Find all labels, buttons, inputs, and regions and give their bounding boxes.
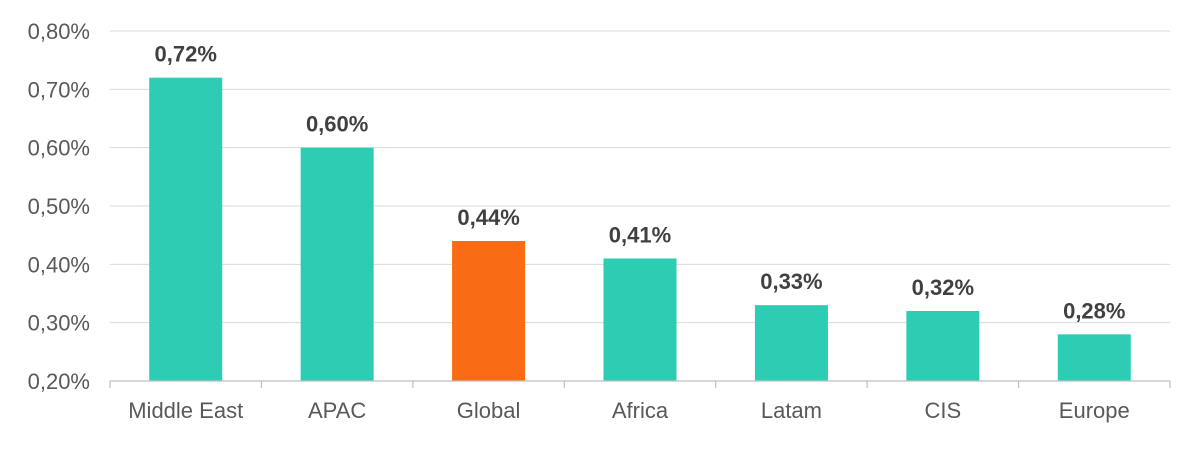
data-label: 0,72% bbox=[155, 42, 217, 67]
y-tick-label: 0,30% bbox=[28, 311, 90, 336]
data-label: 0,33% bbox=[760, 269, 822, 294]
x-tick-label: Global bbox=[457, 398, 521, 423]
y-tick-label: 0,40% bbox=[28, 252, 90, 277]
bar bbox=[452, 241, 526, 381]
x-tick-label: Europe bbox=[1059, 398, 1130, 423]
x-tick-label: APAC bbox=[308, 398, 366, 423]
x-tick-label: Latam bbox=[761, 398, 822, 423]
y-tick-label: 0,70% bbox=[28, 77, 90, 102]
bar bbox=[754, 305, 828, 381]
grid-layer bbox=[110, 30, 1170, 324]
data-label: 0,60% bbox=[306, 112, 368, 137]
axis-layer bbox=[109, 380, 1171, 388]
data-label: 0,32% bbox=[912, 275, 974, 300]
y-tick-label: 0,80% bbox=[28, 19, 90, 44]
data-label: 0,28% bbox=[1063, 298, 1125, 323]
y-tick-label: 0,20% bbox=[28, 369, 90, 394]
bar bbox=[300, 147, 374, 381]
bar bbox=[603, 258, 677, 381]
y-tick-label: 0,60% bbox=[28, 136, 90, 161]
data-label: 0,44% bbox=[457, 205, 519, 230]
x-tick-label: Africa bbox=[612, 398, 669, 423]
data-label: 0,41% bbox=[609, 223, 671, 248]
x-tick-label: Middle East bbox=[128, 398, 243, 423]
labels-layer: 0,20% 0,30% 0,40% 0,50% 0,60% 0,70% 0,80% 0,72%… bbox=[28, 19, 1130, 423]
bar bbox=[1057, 334, 1131, 381]
bar bbox=[906, 311, 980, 381]
y-tick-label: 0,50% bbox=[28, 194, 90, 219]
x-tick-label: CIS bbox=[925, 398, 962, 423]
bars-layer bbox=[149, 77, 1131, 382]
bar bbox=[149, 77, 223, 382]
